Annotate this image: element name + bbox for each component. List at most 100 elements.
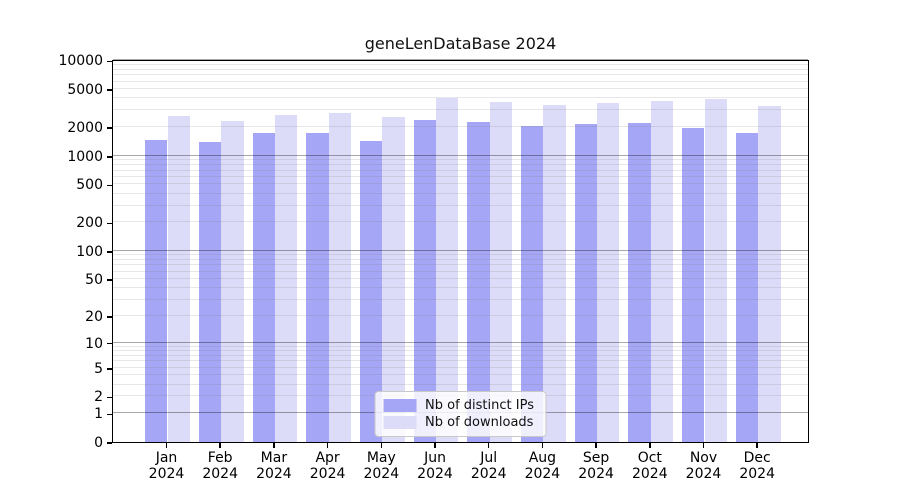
y-tick-label-500: 500 (76, 177, 103, 194)
y-tick-label-1: 1 (94, 406, 103, 423)
gridline-500 (113, 183, 808, 185)
x-tick-mark-feb (219, 443, 221, 448)
bar-nb-of-downloads-apr (328, 113, 351, 442)
x-tick-mark-dec (756, 443, 758, 448)
x-tick-mark-sep (595, 443, 597, 448)
x-tick-label-nov: Nov 2024 (676, 450, 732, 482)
legend-label-downloads: Nb of downloads (425, 415, 534, 430)
month-year: 2024 (202, 466, 238, 482)
bar-nb-of-distinct-ips-may (359, 141, 383, 442)
month-year: 2024 (685, 466, 722, 482)
gridline-6 (113, 360, 808, 362)
x-tick-label-feb: Feb 2024 (192, 450, 248, 482)
gridline-4000 (113, 97, 808, 99)
bar-nb-of-downloads-mar (274, 115, 298, 442)
bar-nb-of-distinct-ips-dec (735, 132, 759, 442)
legend-row-downloads: Nb of downloads (383, 414, 534, 431)
gridline-200 (113, 221, 808, 223)
y-tick-mark-2 (107, 396, 112, 399)
y-tick-mark-2000 (107, 127, 112, 129)
y-tick-label-5000: 5000 (67, 82, 103, 99)
month-year: 2024 (417, 466, 453, 482)
month-year: 2024 (631, 466, 668, 482)
x-tick-label-dec: Dec 2024 (729, 450, 785, 482)
y-tick-mark-200 (107, 222, 112, 225)
x-tick-label-may: May 2024 (353, 450, 409, 482)
month-year: 2024 (578, 466, 614, 482)
downloads-swatch-icon (383, 416, 417, 429)
y-tick-mark-5000 (107, 89, 112, 91)
x-tick-label-jun: Jun 2024 (407, 450, 463, 482)
gridline-9 (113, 345, 808, 347)
plot-area: Nb of distinct IPs Nb of downloads (112, 59, 809, 443)
y-tick-mark-10000 (107, 60, 112, 63)
gridline-600 (113, 175, 808, 177)
chart-title: geneLenDataBase 2024 (364, 34, 557, 53)
y-tick-mark-1000 (107, 156, 112, 158)
bar-nb-of-distinct-ips-nov (682, 127, 705, 442)
month-year: 2024 (363, 466, 400, 482)
gridline-5000 (113, 88, 808, 90)
gridline-700 (113, 169, 808, 171)
bar-nb-of-distinct-ips-aug (521, 125, 544, 442)
y-tick-label-10: 10 (85, 335, 103, 352)
gridline-30 (113, 298, 808, 300)
month-year: 2024 (148, 466, 185, 482)
month-name: May (366, 450, 396, 466)
x-tick-mark-aug (541, 443, 544, 448)
month-year: 2024 (309, 466, 346, 482)
gridline-6000 (113, 80, 808, 82)
x-tick-mark-jan (165, 443, 168, 448)
bar-nb-of-downloads-jul (489, 102, 513, 442)
gridline-7 (113, 354, 808, 356)
distinct-ips-swatch-icon (383, 399, 417, 412)
gridline-5 (113, 366, 808, 368)
x-tick-mark-oct (649, 443, 651, 448)
y-tick-mark-100 (107, 251, 112, 253)
gridline-400 (113, 192, 808, 194)
bar-nb-of-distinct-ips-feb (198, 141, 222, 442)
gridline-10000 (113, 59, 808, 61)
month-name: Jun (424, 450, 446, 466)
month-year: 2024 (470, 466, 507, 482)
y-tick-label-2000: 2000 (67, 120, 103, 137)
gridline-8000 (113, 68, 808, 70)
bar-nb-of-downloads-may (382, 117, 405, 442)
bar-nb-of-downloads-feb (221, 120, 244, 442)
bar-nb-of-downloads-jan (167, 116, 190, 442)
gridline-800 (113, 164, 808, 165)
x-tick-label-jul: Jul 2024 (461, 450, 517, 482)
y-tick-mark-20 (107, 316, 112, 318)
gridline-60 (113, 270, 808, 272)
x-tick-label-jan: Jan 2024 (139, 450, 195, 482)
bar-nb-of-downloads-sep (597, 102, 620, 442)
month-year: 2024 (256, 466, 292, 482)
month-name: Dec (743, 450, 771, 466)
bar-nb-of-downloads-dec (758, 106, 781, 442)
y-tick-label-2: 2 (94, 389, 103, 406)
x-tick-mark-jul (487, 443, 490, 448)
x-tick-mark-mar (273, 443, 275, 448)
gridline-10 (113, 341, 808, 343)
gridline-3 (113, 383, 808, 385)
bar-nb-of-distinct-ips-sep (574, 123, 598, 442)
y-tick-label-10000: 10000 (58, 53, 103, 70)
y-tick-label-20: 20 (85, 308, 103, 325)
y-tick-mark-50 (107, 279, 112, 281)
bar-nb-of-downloads-jun (436, 97, 459, 442)
y-tick-mark-0 (107, 442, 112, 444)
gridline-7000 (113, 74, 808, 76)
y-tick-label-1000: 1000 (67, 148, 103, 165)
bar-nb-of-distinct-ips-jul (467, 122, 490, 442)
x-tick-label-oct: Oct 2024 (622, 450, 678, 482)
gridline-100 (113, 249, 808, 251)
x-tick-label-aug: Aug 2024 (514, 450, 570, 482)
x-tick-mark-jun (434, 443, 436, 448)
gridline-4 (113, 374, 808, 376)
gridline-80 (113, 258, 808, 260)
bar-nb-of-distinct-ips-apr (306, 133, 329, 442)
gridline-20 (113, 314, 808, 316)
gridline-900 (113, 159, 808, 161)
y-tick-label-200: 200 (76, 215, 103, 232)
